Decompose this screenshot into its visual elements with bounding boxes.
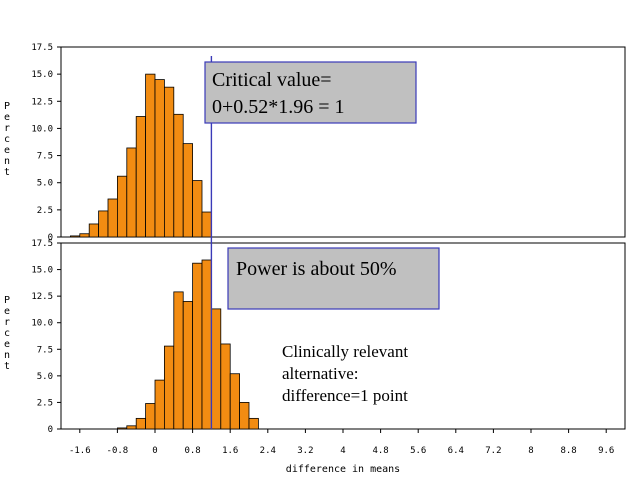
x-tick-label-8: 4.8	[372, 446, 388, 456]
y-tick-label-bottom-6: 15.0	[31, 266, 53, 276]
bar-bottom-3	[145, 403, 156, 430]
note-line-1: alternative:	[282, 364, 358, 383]
bar-bottom-13	[239, 402, 250, 430]
critical-value-line1: Critical value=	[212, 69, 332, 91]
bar-top-0	[70, 235, 81, 238]
histogram-bars	[70, 73, 259, 430]
bar-top-11	[173, 113, 184, 238]
y-tick-label-top-3: 7.5	[37, 152, 53, 162]
x-tick-label-5: 2.4	[260, 446, 276, 456]
bar-bottom-2	[135, 417, 146, 430]
note-line-2: difference=1 point	[282, 386, 408, 405]
bar-top-5	[117, 175, 128, 238]
bar-top-7	[135, 116, 146, 238]
y-tick-label-bottom-4: 10.0	[31, 319, 53, 329]
note-line-0: Clinically relevant	[282, 342, 408, 361]
panel-frame-top	[60, 46, 626, 238]
bar-bottom-0	[117, 427, 128, 430]
bar-top-6	[126, 147, 137, 238]
y-tick-label-bottom-1: 2.5	[37, 398, 53, 408]
x-tick-label-9: 5.6	[410, 446, 426, 456]
x-tick-label-2: 0	[152, 446, 157, 456]
x-axis-label: difference in means	[286, 464, 400, 475]
y-tick-label-bottom-2: 5.0	[37, 372, 53, 382]
x-tick-label-0: -1.6	[69, 446, 91, 456]
bar-top-1	[79, 233, 90, 238]
x-tick-label-3: 0.8	[184, 446, 200, 456]
critical-value-line2: 0+0.52*1.96 = 1	[212, 96, 345, 118]
y-tick-label-bottom-5: 12.5	[31, 292, 53, 302]
y-tick-label-bottom-3: 7.5	[37, 345, 53, 355]
bar-top-3	[98, 210, 109, 238]
bar-bottom-5	[163, 345, 175, 430]
bar-bottom-6	[173, 291, 184, 430]
y-tick-label-top-1: 2.5	[37, 206, 53, 216]
x-tick-label-12: 8	[528, 446, 533, 456]
bar-bottom-12	[229, 373, 240, 430]
bar-top-12	[182, 143, 193, 238]
x-tick-label-1: -0.8	[107, 446, 129, 456]
bar-bottom-14	[248, 417, 259, 430]
axis-ticks: 0 2.5 5.0 7.5 10.0 12.5 15.0 17.5 P e r c e n t 0 2.5 5.0…	[4, 43, 614, 456]
y-tick-label-top-6: 15.0	[31, 70, 53, 80]
bar-bottom-1	[126, 425, 137, 430]
bar-bottom-10	[210, 308, 222, 430]
x-tick-label-10: 6.4	[448, 446, 464, 456]
bar-top-9	[154, 79, 165, 238]
bar-bottom-7	[182, 301, 193, 430]
x-tick-label-4: 1.6	[222, 446, 238, 456]
y-tick-label-top-0: 0	[48, 233, 53, 243]
x-tick-label-7: 4	[340, 446, 345, 456]
y-tick-label-top-2: 5.0	[37, 179, 53, 189]
bar-top-10	[163, 86, 175, 238]
power-box	[227, 247, 440, 310]
annotation-layer: Critical value= 0+0.52*1.96 = 1 Power is a…	[204, 61, 440, 405]
bar-top-14	[201, 211, 212, 238]
bar-bottom-9	[201, 259, 212, 430]
bar-bottom-11	[220, 343, 231, 430]
y-tick-label-bottom-0: 0	[48, 425, 53, 435]
y-tick-label-top-4: 10.0	[31, 124, 53, 134]
x-tick-label-6: 3.2	[297, 446, 313, 456]
bar-top-13	[192, 180, 203, 238]
x-tick-label-14: 9.6	[598, 446, 614, 456]
bar-bottom-8	[192, 262, 203, 430]
bar-top-4	[107, 198, 118, 238]
x-tick-label-11: 7.2	[485, 446, 501, 456]
y-tick-label-bottom-7: 17.5	[31, 239, 53, 249]
y-tick-label-top-7: 17.5	[31, 43, 53, 53]
y-tick-label-top-5: 12.5	[31, 97, 53, 107]
critical-value-box	[204, 61, 417, 124]
bar-top-2	[88, 223, 99, 238]
bar-top-8	[145, 73, 156, 238]
bar-bottom-4	[154, 379, 165, 430]
power-text: Power is about 50%	[236, 258, 397, 280]
x-tick-label-13: 8.8	[560, 446, 576, 456]
